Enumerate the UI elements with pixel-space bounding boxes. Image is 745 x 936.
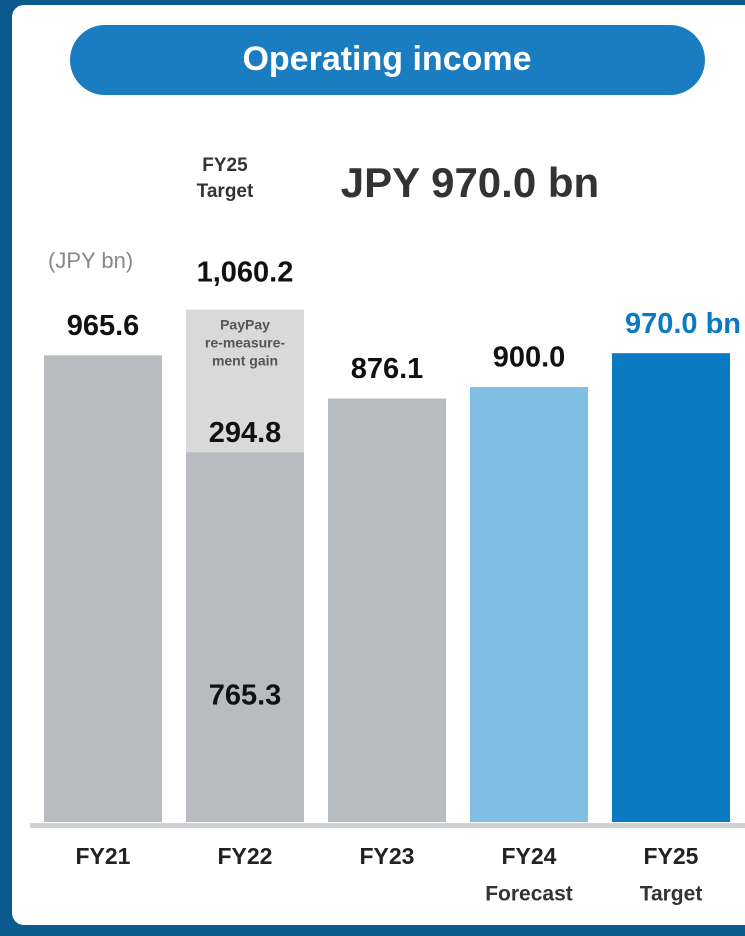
bar-segment [44,355,162,822]
annotation: PayPay [220,316,270,332]
bar-segment [186,452,304,822]
subtitle-label: Target [197,181,254,202]
annotation: re-measure- [205,334,285,350]
subtitle-label: FY25 [202,155,248,176]
x-tick-sublabel: Target [640,883,703,906]
value-label: 965.6 [67,310,140,342]
x-tick-label: FY25 [644,843,699,869]
value-label: 765.3 [209,680,282,712]
y-axis-label: (JPY bn) [48,248,133,273]
x-tick-label: FY23 [360,843,415,869]
value-label: 970.0 bn [625,308,741,340]
x-tick-sublabel: Forecast [485,883,573,906]
chart-title: Operating income [242,40,531,78]
x-tick-label: FY24 [502,843,557,869]
value-label: 294.8 [209,417,282,449]
bar-segment [612,353,730,822]
bar-segment [470,387,588,822]
bar-segment [328,398,446,822]
total-label: 1,060.2 [197,256,294,288]
x-tick-label: FY21 [76,843,131,869]
baseline [30,823,745,828]
value-label: 876.1 [351,353,424,385]
subtitle: JPY 970.0 bn [341,159,599,206]
annotation: ment gain [212,352,278,368]
bar-segment [186,309,304,453]
header-pill [70,25,705,95]
x-tick-label: FY22 [218,843,273,869]
value-label: 900.0 [493,342,566,374]
